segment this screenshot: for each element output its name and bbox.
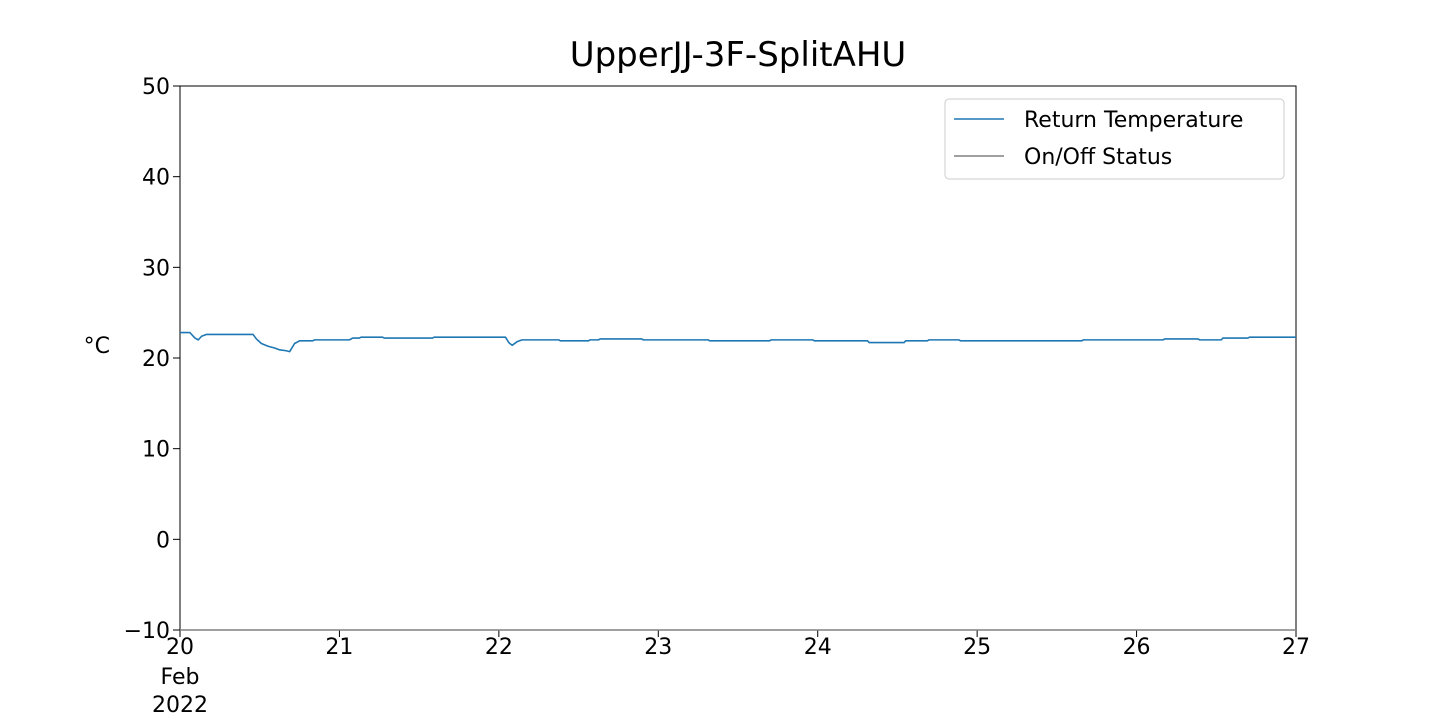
legend-label: On/Off Status bbox=[1024, 145, 1172, 170]
x-tick-label: 23 bbox=[644, 635, 672, 660]
y-tick-label: 30 bbox=[142, 256, 170, 281]
chart-title: UpperJJ-3F-SplitAHU bbox=[570, 35, 907, 75]
series-layer bbox=[180, 331, 1296, 631]
x-tick-label: 21 bbox=[325, 635, 353, 660]
legend-label: Return Temperature bbox=[1024, 108, 1243, 133]
x-tick-label: 22 bbox=[485, 635, 513, 660]
y-tick-label: 40 bbox=[142, 166, 170, 191]
x-tick-label: 24 bbox=[804, 635, 832, 660]
series-line-return-temperature bbox=[180, 331, 1296, 353]
x-tick-label: 27 bbox=[1282, 635, 1310, 660]
y-axis-ticks: −10 0 10 20 30 40 50 bbox=[124, 75, 180, 644]
legend-frame bbox=[944, 98, 1285, 180]
y-axis-label: °C bbox=[84, 334, 110, 359]
legend: Return Temperature On/Off Status bbox=[944, 98, 1285, 180]
x-axis-ticks: 20 Feb 2022 21 22 23 24 25 26 27 bbox=[152, 630, 1310, 718]
x-tick-sublabel: Feb bbox=[161, 665, 200, 690]
y-tick-label: 0 bbox=[156, 528, 170, 553]
y-tick-label: −10 bbox=[124, 619, 170, 644]
y-tick-label: 10 bbox=[142, 438, 170, 463]
y-tick-label: 50 bbox=[142, 75, 170, 100]
x-tick-sublabel: 2022 bbox=[152, 693, 208, 718]
x-tick-label: 26 bbox=[1123, 635, 1151, 660]
y-tick-label: 20 bbox=[142, 347, 170, 372]
x-tick-label: 20 bbox=[166, 635, 194, 660]
x-tick-label: 25 bbox=[963, 635, 991, 660]
